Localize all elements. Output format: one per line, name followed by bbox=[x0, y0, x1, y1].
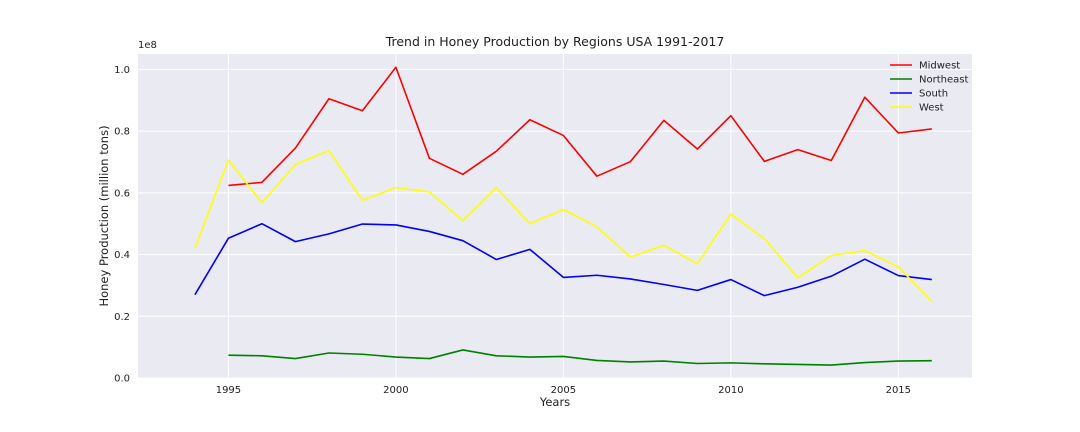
legend-label: West bbox=[919, 103, 944, 114]
x-tick-label: 2015 bbox=[886, 385, 911, 396]
series-lines bbox=[194, 66, 933, 366]
plot-background bbox=[138, 54, 972, 378]
legend-label: South bbox=[919, 89, 948, 100]
x-tick-labels: 1995 2000 2005 2010 2015 bbox=[216, 385, 911, 396]
legend-label: Midwest bbox=[919, 61, 960, 72]
y-tick-label: 0.4 bbox=[114, 250, 130, 261]
x-axis-label: Years bbox=[539, 395, 570, 409]
y-offset-label: 1e8 bbox=[138, 40, 157, 51]
x-tick-label: 2010 bbox=[718, 385, 743, 396]
series-line-midwest bbox=[228, 66, 932, 187]
x-tick-label: 1995 bbox=[216, 385, 241, 396]
chart-title: Trend in Honey Production by Regions USA… bbox=[385, 34, 725, 49]
x-tick-label: 2000 bbox=[383, 385, 408, 396]
y-axis-label: Honey Production (million tons) bbox=[97, 125, 111, 306]
series-line-northeast bbox=[228, 349, 932, 366]
legend-label: Northeast bbox=[919, 75, 968, 86]
y-tick-label: 0.8 bbox=[114, 127, 130, 138]
legend: Midwest Northeast South West bbox=[890, 61, 968, 114]
grid bbox=[138, 54, 972, 379]
y-tick-labels: 0.0 0.2 0.4 0.6 0.8 1.0 bbox=[114, 65, 130, 385]
series-line-west bbox=[194, 149, 933, 302]
y-tick-label: 0.6 bbox=[114, 188, 130, 199]
series-line-south bbox=[194, 222, 932, 297]
y-tick-label: 0.0 bbox=[114, 374, 130, 385]
x-tick-label: 2005 bbox=[551, 385, 576, 396]
y-tick-label: 1.0 bbox=[114, 65, 130, 76]
y-tick-label: 0.2 bbox=[114, 312, 130, 323]
